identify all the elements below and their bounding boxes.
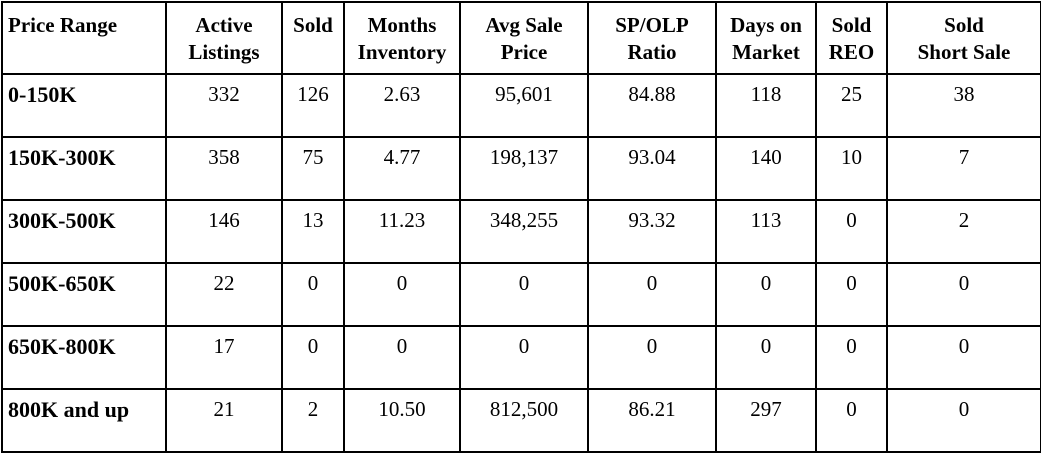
active-listings-cell: 146 <box>165 199 283 264</box>
sp-olp-ratio-cell: 93.32 <box>587 199 717 264</box>
days-on-market-cell: 0 <box>715 262 817 327</box>
sold-cell: 0 <box>281 262 345 327</box>
sold-short-sale-cell: 0 <box>886 325 1041 390</box>
active-listings-cell: 332 <box>165 73 283 138</box>
avg-sale-price-cell: 95,601 <box>459 73 589 138</box>
active-listings-cell: 21 <box>165 388 283 453</box>
table-row: 300K-500K 146 13 11.23 348,255 93.32 113… <box>1 199 1041 264</box>
avg-sale-price-cell: 0 <box>459 262 589 327</box>
sold-reo-cell: 0 <box>815 388 888 453</box>
months-inventory-cell: 0 <box>343 325 461 390</box>
table-row: 150K-300K 358 75 4.77 198,137 93.04 140 … <box>1 136 1041 201</box>
sp-olp-ratio-cell: 86.21 <box>587 388 717 453</box>
price-range-cell: 0-150K <box>1 73 167 138</box>
days-on-market-cell: 140 <box>715 136 817 201</box>
header-sp-olp-ratio: SP/OLP Ratio <box>587 1 717 75</box>
months-inventory-cell: 10.50 <box>343 388 461 453</box>
header-text: Price <box>500 40 548 64</box>
table-row: 500K-650K 22 0 0 0 0 0 0 0 <box>1 262 1041 327</box>
price-range-cell: 500K-650K <box>1 262 167 327</box>
sold-reo-cell: 0 <box>815 262 888 327</box>
header-text: Avg Sale <box>485 13 563 37</box>
header-text: Ratio <box>627 40 677 64</box>
header-text: Active <box>195 13 253 37</box>
header-text: REO <box>828 40 875 64</box>
months-inventory-cell: 0 <box>343 262 461 327</box>
header-text: Sold <box>293 13 333 37</box>
header-text: Market <box>732 40 800 64</box>
active-listings-cell: 358 <box>165 136 283 201</box>
sold-cell: 2 <box>281 388 345 453</box>
avg-sale-price-cell: 348,255 <box>459 199 589 264</box>
days-on-market-cell: 118 <box>715 73 817 138</box>
table-row: 800K and up 21 2 10.50 812,500 86.21 297… <box>1 388 1041 453</box>
sold-short-sale-cell: 0 <box>886 388 1041 453</box>
header-text: Sold <box>831 13 872 37</box>
header-sold: Sold <box>281 1 345 75</box>
header-text: Price Range <box>8 13 118 37</box>
avg-sale-price-cell: 812,500 <box>459 388 589 453</box>
header-text: Sold <box>944 13 984 37</box>
price-range-cell: 300K-500K <box>1 199 167 264</box>
active-listings-cell: 22 <box>165 262 283 327</box>
sold-short-sale-cell: 7 <box>886 136 1041 201</box>
avg-sale-price-cell: 0 <box>459 325 589 390</box>
days-on-market-cell: 0 <box>715 325 817 390</box>
sp-olp-ratio-cell: 0 <box>587 325 717 390</box>
sold-cell: 126 <box>281 73 345 138</box>
header-days-on-market: Days on Market <box>715 1 817 75</box>
table-row: 0-150K 332 126 2.63 95,601 84.88 118 25 … <box>1 73 1041 138</box>
sold-short-sale-cell: 0 <box>886 262 1041 327</box>
header-active-listings: Active Listings <box>165 1 283 75</box>
months-inventory-cell: 2.63 <box>343 73 461 138</box>
avg-sale-price-cell: 198,137 <box>459 136 589 201</box>
sold-cell: 75 <box>281 136 345 201</box>
days-on-market-cell: 113 <box>715 199 817 264</box>
sold-reo-cell: 25 <box>815 73 888 138</box>
header-text: Listings <box>188 40 260 64</box>
header-sold-reo: Sold REO <box>815 1 888 75</box>
sp-olp-ratio-cell: 0 <box>587 262 717 327</box>
sold-cell: 13 <box>281 199 345 264</box>
header-text: Days on <box>730 13 802 37</box>
header-text: Inventory <box>357 40 447 64</box>
sold-short-sale-cell: 38 <box>886 73 1041 138</box>
price-range-cell: 650K-800K <box>1 325 167 390</box>
header-avg-sale-price: Avg Sale Price <box>459 1 589 75</box>
sold-reo-cell: 10 <box>815 136 888 201</box>
price-range-cell: 150K-300K <box>1 136 167 201</box>
active-listings-cell: 17 <box>165 325 283 390</box>
months-inventory-cell: 4.77 <box>343 136 461 201</box>
sold-reo-cell: 0 <box>815 325 888 390</box>
header-text: SP/OLP <box>615 13 689 37</box>
header-price-range: Price Range <box>1 1 167 75</box>
header-row: Price Range Active Listings Sold Months In… <box>1 1 1041 75</box>
header-sold-short-sale: Sold Short Sale <box>886 1 1041 75</box>
sold-reo-cell: 0 <box>815 199 888 264</box>
sold-short-sale-cell: 2 <box>886 199 1041 264</box>
sp-olp-ratio-cell: 93.04 <box>587 136 717 201</box>
header-text: Months <box>367 13 437 37</box>
days-on-market-cell: 297 <box>715 388 817 453</box>
price-range-cell: 800K and up <box>1 388 167 453</box>
months-inventory-cell: 11.23 <box>343 199 461 264</box>
header-text: Short Sale <box>917 40 1011 64</box>
sold-cell: 0 <box>281 325 345 390</box>
table-row: 650K-800K 17 0 0 0 0 0 0 0 <box>1 325 1041 390</box>
sp-olp-ratio-cell: 84.88 <box>587 73 717 138</box>
header-months-inventory: Months Inventory <box>343 1 461 75</box>
